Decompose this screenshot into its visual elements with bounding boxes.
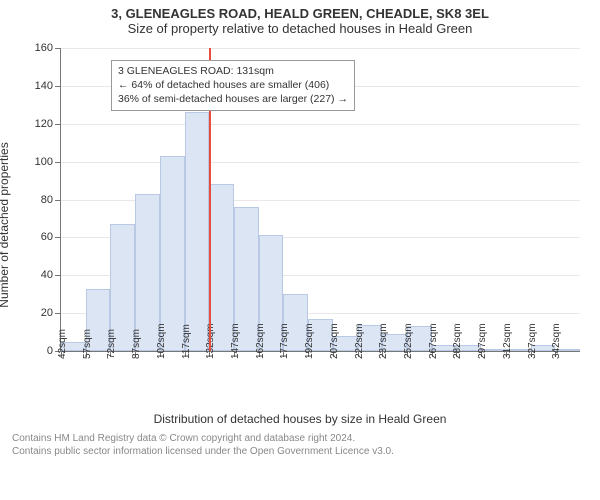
x-tick-label: 117sqm: [181, 324, 192, 359]
chart-container: 3, GLENEAGLES ROAD, HEALD GREEN, CHEADLE…: [0, 0, 600, 500]
y-tick-label: 20: [41, 307, 61, 319]
y-tick-label: 160: [35, 42, 61, 54]
y-axis-label: Number of detached properties: [0, 142, 11, 307]
chart-title-line2: Size of property relative to detached ho…: [12, 21, 588, 36]
annotation-line2: ← 64% of detached houses are smaller (40…: [118, 78, 348, 92]
histogram-bar: [185, 112, 210, 351]
x-tick-label: 192sqm: [304, 323, 315, 359]
gridline: [61, 162, 580, 163]
x-tick-label: 72sqm: [106, 329, 117, 359]
y-tick-label: 80: [41, 194, 61, 206]
y-tick-label: 140: [35, 80, 61, 92]
x-tick-label: 342sqm: [551, 323, 562, 359]
x-tick-label: 87sqm: [131, 329, 142, 359]
annotation-line3: 36% of semi-detached houses are larger (…: [118, 92, 348, 106]
x-tick-label: 162sqm: [255, 323, 266, 359]
x-tick-label: 57sqm: [82, 329, 93, 359]
gridline: [61, 48, 580, 49]
x-tick-label: 312sqm: [502, 323, 513, 359]
x-tick-label: 102sqm: [156, 323, 167, 359]
x-tick-label: 207sqm: [329, 323, 340, 359]
y-tick-label: 60: [41, 231, 61, 243]
x-tick-label: 237sqm: [378, 323, 389, 359]
chart-area: Number of detached properties 0204060801…: [12, 40, 588, 410]
plot-area: 02040608010012014016042sqm57sqm72sqm87sq…: [60, 48, 580, 352]
annotation-box: 3 GLENEAGLES ROAD: 131sqm ← 64% of detac…: [111, 60, 355, 111]
x-tick-label: 222sqm: [354, 323, 365, 359]
x-tick-label: 297sqm: [477, 323, 488, 359]
annotation-line1: 3 GLENEAGLES ROAD: 131sqm: [118, 64, 348, 78]
x-tick-label: 267sqm: [428, 323, 439, 359]
y-tick-label: 100: [35, 156, 61, 168]
x-tick-label: 177sqm: [279, 323, 290, 359]
attribution-line1: Contains HM Land Registry data © Crown c…: [12, 432, 588, 445]
x-axis-label: Distribution of detached houses by size …: [12, 412, 588, 426]
y-tick-label: 120: [35, 118, 61, 130]
attribution-text: Contains HM Land Registry data © Crown c…: [12, 432, 588, 458]
x-tick-label: 147sqm: [230, 323, 241, 359]
x-tick-label: 252sqm: [403, 323, 414, 359]
x-tick-label: 327sqm: [527, 323, 538, 359]
x-tick-label: 282sqm: [452, 323, 463, 359]
gridline: [61, 124, 580, 125]
chart-title-line1: 3, GLENEAGLES ROAD, HEALD GREEN, CHEADLE…: [12, 6, 588, 21]
x-tick-label: 42sqm: [57, 329, 68, 359]
attribution-line2: Contains public sector information licen…: [12, 445, 588, 458]
y-tick-label: 40: [41, 269, 61, 281]
histogram-bar: [160, 156, 185, 351]
